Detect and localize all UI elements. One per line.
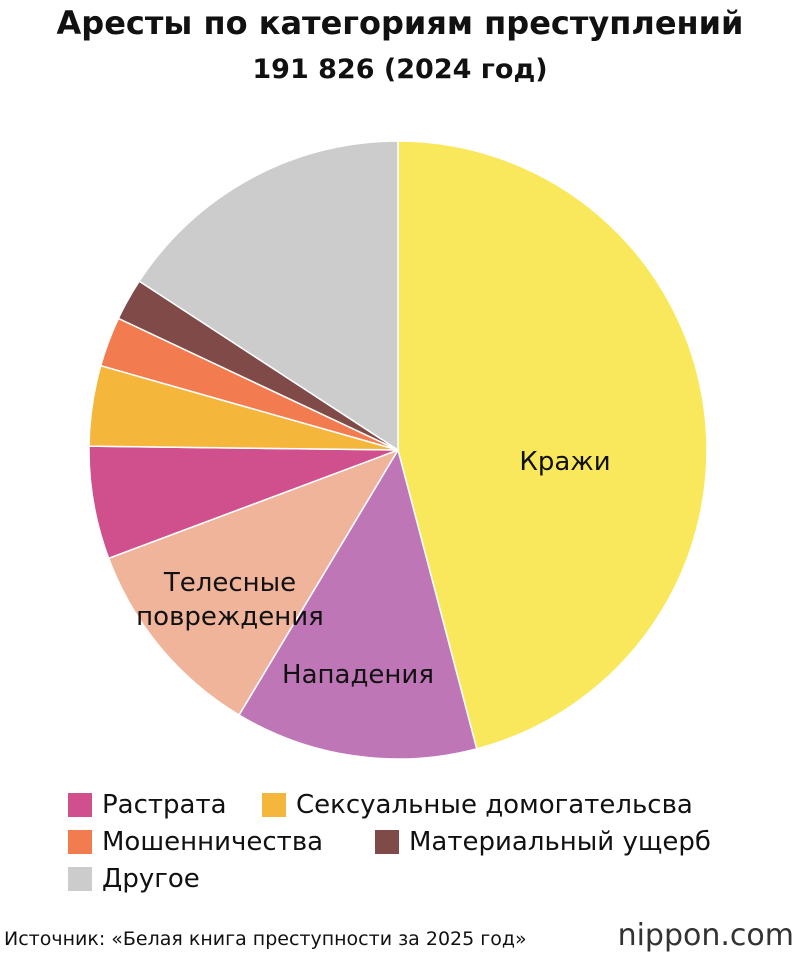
slice-label: Телесные повреждения [136, 568, 324, 632]
legend-item: Материальный ущерб [375, 827, 711, 857]
legend-label: Растрата [102, 790, 227, 820]
legend-swatch [375, 830, 399, 854]
legend-label: Материальный ущерб [409, 827, 711, 857]
legend-swatch [68, 867, 92, 891]
legend-swatch [68, 793, 92, 817]
source: Источник: «Белая книга преступности за 2… [4, 928, 527, 950]
pie-slice [238, 448, 478, 760]
legend-label: Сексуальные домогательсва [296, 790, 693, 820]
legend-label: Мошенничества [102, 827, 324, 857]
pie-slice [397, 140, 708, 750]
chart-title: Аресты по категориям преступлений [56, 4, 744, 42]
legend-swatch [262, 793, 286, 817]
pie-slice [107, 448, 400, 717]
legend-item: Растрата [68, 790, 227, 820]
pie-slice [138, 140, 399, 452]
legend-item: Мошенничества [68, 827, 323, 857]
slice-label: Кражи [519, 447, 611, 477]
logo[interactable]: nippon.com [617, 918, 794, 953]
legend-item: Сексуальные домогательсва [262, 790, 693, 820]
legend-label: Другое [102, 864, 200, 894]
slice-label: Нападения [282, 660, 434, 690]
chart-subtitle: 191 826 (2024 год) [252, 54, 548, 85]
legend-item: Другое [68, 864, 200, 894]
legend-swatch [68, 830, 92, 854]
